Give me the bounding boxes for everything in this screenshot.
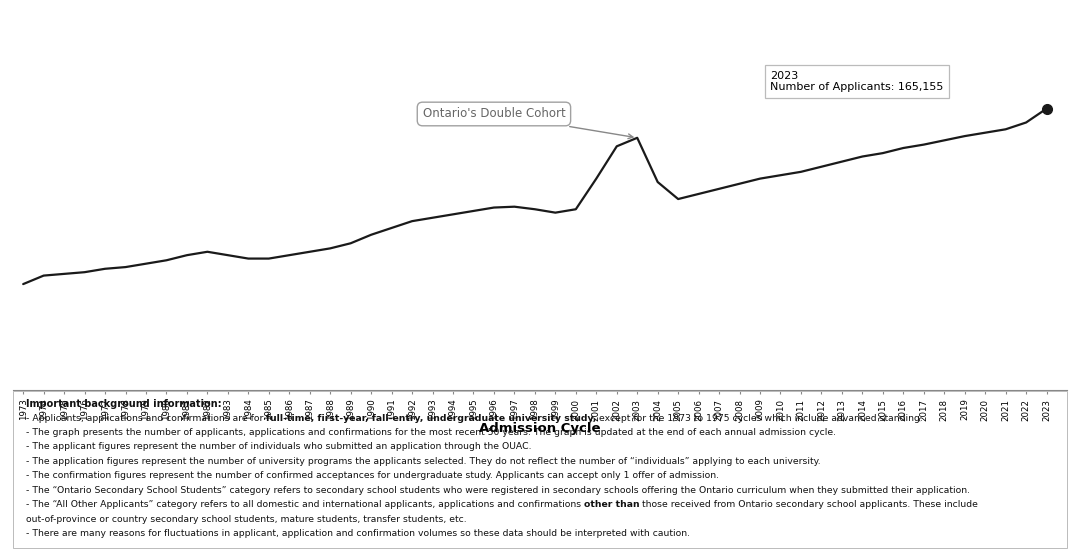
Text: - Applicants, applications and confirmations are for: - Applicants, applications and confirmat… <box>26 413 266 423</box>
Text: - The application figures represent the number of university programs the applic: - The application figures represent the … <box>26 457 820 466</box>
Text: 2023
Number of Applicants: 165,155: 2023 Number of Applicants: 165,155 <box>770 71 944 93</box>
X-axis label: Admission Cycle: Admission Cycle <box>480 422 600 435</box>
Text: - The “All Other Applicants” category refers to all domestic and international a: - The “All Other Applicants” category re… <box>26 500 583 509</box>
Text: full-time, first-year, fall-entry, undergraduate university study,: full-time, first-year, fall-entry, under… <box>266 413 596 423</box>
Text: those received from Ontario secondary school applicants. These include: those received from Ontario secondary sc… <box>639 500 978 509</box>
Text: - The graph presents the number of applicants, applications and confirmations fo: - The graph presents the number of appli… <box>26 428 836 437</box>
Text: - The confirmation figures represent the number of confirmed acceptances for und: - The confirmation figures represent the… <box>26 471 718 480</box>
Text: except for the 1973 to 1975 cycles which include advanced standing.: except for the 1973 to 1975 cycles which… <box>596 413 923 423</box>
Text: Full Time, First Year, Fall (September) Entry: Full Time, First Year, Fall (September) … <box>13 40 253 50</box>
Text: out-of-province or country secondary school students, mature students, transfer : out-of-province or country secondary sch… <box>26 515 467 523</box>
Text: Ontario's Double Cohort: Ontario's Double Cohort <box>422 107 633 139</box>
Text: - The applicant figures represent the number of individuals who submitted an app: - The applicant figures represent the nu… <box>26 442 531 451</box>
Text: Important background information:: Important background information: <box>26 399 221 409</box>
Text: Undergraduate: 50-year Trend of the Number of Applicants for Total (OSSS and AOA: Undergraduate: 50-year Trend of the Numb… <box>13 10 715 25</box>
Text: - The “Ontario Secondary School Students” category refers to secondary school st: - The “Ontario Secondary School Students… <box>26 486 970 495</box>
Text: other than: other than <box>583 500 639 509</box>
Text: - There are many reasons for fluctuations in applicant, application and confirma: - There are many reasons for fluctuation… <box>26 529 690 538</box>
